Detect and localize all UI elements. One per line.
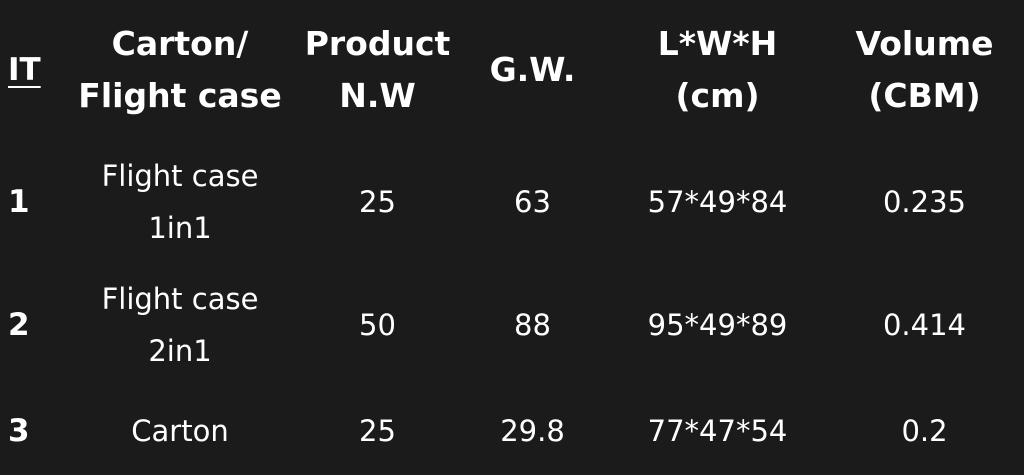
cell-nw: 25 — [359, 185, 396, 219]
cell-gw: 29.8 — [500, 413, 565, 448]
cell-line: Flight case — [101, 282, 259, 316]
header-line: Carton/ — [111, 24, 249, 63]
header-line: L*W*H — [657, 24, 778, 63]
header-line: Volume — [855, 24, 994, 63]
table-row: 1 Flight case 1in1 25 63 57*49*84 0.235 — [0, 140, 1024, 264]
cell-lwh: 95*49*89 — [647, 308, 788, 342]
cell-line: Flight case — [101, 159, 259, 193]
header-it: IT — [0, 0, 60, 140]
cell-type: Flight case 1in1 — [60, 140, 300, 264]
header-line: (cm) — [675, 76, 760, 115]
table-row: 2 Flight case 2in1 50 88 95*49*89 0.414 — [0, 264, 1024, 386]
header-volume: Volume (CBM) — [825, 0, 1024, 140]
header-line: Product — [304, 24, 451, 63]
cell-volume: 0.235 — [882, 185, 967, 219]
header-line: (CBM) — [868, 76, 981, 115]
cell-volume: 0.414 — [882, 308, 967, 342]
cell-lwh: 77*47*54 — [647, 413, 788, 448]
cell-it: 3 — [8, 412, 30, 449]
table-row: 3 Carton 25 29.8 77*47*54 0.2 — [0, 386, 1024, 475]
cell-gw: 88 — [514, 308, 551, 342]
cell-gw: 63 — [514, 185, 551, 219]
cell-volume: 0.2 — [901, 413, 948, 448]
header-row: IT Carton/Flight case Product N.W G.W. L*… — [0, 0, 1024, 140]
cell-nw: 50 — [359, 308, 396, 342]
cell-nw: 25 — [359, 413, 396, 448]
cell-type: Flight case 2in1 — [60, 264, 300, 386]
header-product-nw: Product N.W — [300, 0, 455, 140]
cell-it: 2 — [8, 307, 30, 343]
header-carton: Carton/Flight case — [60, 0, 300, 140]
cell-line: 1in1 — [148, 211, 212, 245]
header-line: Flight case — [78, 76, 282, 115]
header-line: N.W — [339, 76, 416, 115]
cell-line: 2in1 — [148, 334, 212, 368]
header-it-label: IT — [8, 52, 41, 88]
cell-lwh: 57*49*84 — [647, 185, 788, 219]
header-lwh: L*W*H (cm) — [610, 0, 825, 140]
cell-it: 1 — [8, 184, 30, 220]
header-gw: G.W. — [489, 50, 576, 89]
cell-type: Carton — [131, 413, 229, 448]
